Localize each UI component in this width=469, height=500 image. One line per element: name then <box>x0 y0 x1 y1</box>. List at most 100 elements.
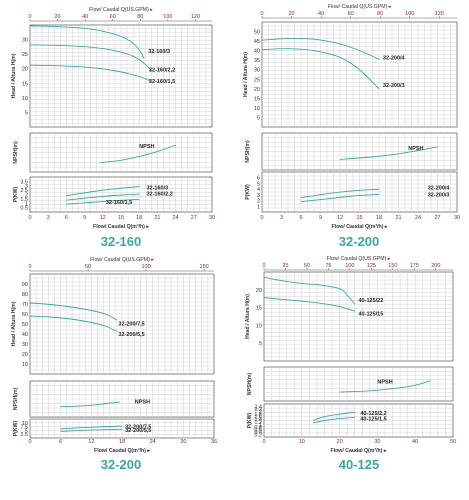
power-plot: 0.511.522.533.5P(KW) 32-160/332-160/2,2 32… <box>13 176 213 213</box>
head-data-point <box>90 28 92 30</box>
power-series-line <box>66 193 140 201</box>
top-axis-tick-label: 100 <box>405 11 414 17</box>
power-data-point <box>312 422 314 424</box>
power-ytick-label: 4 <box>257 187 260 193</box>
top-axis-tick-label: 100 <box>345 263 354 269</box>
x-tick-label: 30 <box>454 215 460 221</box>
head-data-point <box>150 81 152 83</box>
npsh-data-point <box>60 406 62 407</box>
power-ytick-label: 3.5 <box>20 179 28 185</box>
head-data-point <box>90 46 92 48</box>
top-axis-tick-label: 100 <box>141 264 150 270</box>
top-axis-tick-label: 60 <box>110 14 116 20</box>
power-ytick-label: 1.2 <box>254 420 262 426</box>
head-series-label: 32-200/7,5 <box>118 322 144 328</box>
power-ytick-label: 0.6 <box>254 427 262 433</box>
top-axis-tick-label: 80 <box>377 11 383 17</box>
top-flow-axis: 0 25 50 75 100 125 150 175 200 Flow/ Caudal Q(US.… <box>262 256 453 271</box>
power-axis-label: P(KW) <box>13 186 19 202</box>
top-axis-tick-label: 50 <box>304 263 310 269</box>
npsh-data-point <box>437 146 438 148</box>
npsh-series-label: NPSH <box>135 400 150 406</box>
power-data-point <box>80 427 82 429</box>
x-tick-label: 30 <box>180 439 186 445</box>
power-series-line <box>313 416 355 424</box>
npsh-data-point <box>369 390 371 392</box>
npsh-series-label: NPSH <box>377 379 392 385</box>
x-axis-label: Flow/ Caudal Q(m³/h) ▸ <box>93 224 149 230</box>
head-ytick-label: 5 <box>25 110 28 116</box>
head-data-point <box>378 88 380 90</box>
head-ytick-label: 30 <box>22 342 28 348</box>
power-data-point <box>138 198 140 200</box>
chart-title: 32-160 <box>101 234 141 249</box>
head-data-point <box>301 300 303 302</box>
head-data-point <box>106 314 108 315</box>
head-axis-label: Head / Altura H(m) <box>243 52 249 97</box>
head-data-point <box>29 25 31 27</box>
head-ytick-label: 10 <box>256 323 262 329</box>
npsh-data-point <box>391 154 393 156</box>
x-tick-label: 9 <box>83 215 86 221</box>
power-series-line <box>300 188 380 199</box>
npsh-series-label: NPSH <box>139 144 154 150</box>
head-ytick-label: 10 <box>22 96 28 102</box>
chart-title: 32-200 <box>339 234 379 249</box>
power-data-point <box>326 193 328 195</box>
top-axis-label: Flow/ Caudal Q(US.GPM) ▸ <box>90 257 154 263</box>
power-ytick-label: 0.2 <box>254 432 262 438</box>
top-axis-tick-label: 120 <box>435 11 444 17</box>
head-series-label: 32-160/1,5 <box>149 79 175 85</box>
power-ytick-label: 2.5 <box>20 432 28 438</box>
top-axis-tick-label: 80 <box>137 14 143 20</box>
x-tick-label: 21 <box>154 215 160 221</box>
top-axis-tick-label: 40 <box>318 11 324 17</box>
head-data-point <box>59 45 61 46</box>
top-axis-tick-label: 0 <box>28 14 31 20</box>
x-tick-label: 12 <box>88 439 94 445</box>
top-axis-tick-label: 0 <box>260 11 263 17</box>
head-ytick-label: 80 <box>22 292 28 298</box>
npsh-data-point <box>119 401 120 403</box>
head-axis-label: Head / Altura H(m) <box>11 301 17 346</box>
top-axis-tick-label: 50 <box>85 264 91 270</box>
x-tick-label: 12 <box>100 215 106 221</box>
power-series-label: 32-200/7,5 <box>125 425 151 431</box>
head-ytick-label: 35 <box>254 58 260 64</box>
power-ytick-label: 3 <box>25 184 28 190</box>
head-data-point <box>129 40 131 42</box>
bottom-flow-axis: 0 10 20 30 40 50 Flow/ Caudal Q(m³/h) ▸ <box>262 439 456 454</box>
head-data-point <box>287 38 289 39</box>
head-data-point <box>313 38 315 40</box>
head-ytick-label: 5 <box>257 115 260 121</box>
top-axis-tick-label: 25 <box>282 263 288 269</box>
npsh-axis-label: NPSH(m) <box>247 372 253 395</box>
head-data-point <box>138 49 140 51</box>
x-tick-label: 6 <box>299 215 302 221</box>
head-series-line <box>261 38 380 60</box>
top-axis-tick-label: 120 <box>191 14 200 20</box>
power-data-point <box>90 197 92 198</box>
power-ytick-label: 1 <box>257 204 260 210</box>
x-tick-label: 30 <box>374 439 380 445</box>
power-data-point <box>352 190 354 192</box>
head-data-point <box>261 39 263 41</box>
power-data-point <box>138 186 140 187</box>
power-ytick-label: 2 <box>259 410 262 416</box>
x-tick-label: 27 <box>191 215 197 221</box>
top-axis-tick-label: 20 <box>288 11 294 17</box>
npsh-data-point <box>417 150 419 151</box>
power-data-point <box>354 411 356 413</box>
head-data-point <box>282 280 284 282</box>
power-data-point <box>114 188 116 190</box>
head-plot: 5 10 15 20 25 30 35 40 45 50 Head / Altura H(m) 32-… <box>243 21 458 128</box>
x-tick-label: 9 <box>319 215 322 221</box>
x-tick-label: 18 <box>119 439 125 445</box>
npsh-plot: NPSH(m) NPSH <box>245 132 458 171</box>
head-ytick-label: 5 <box>259 341 262 347</box>
x-tick-label: 24 <box>150 439 156 445</box>
power-ytick-label: 3 <box>257 193 260 199</box>
head-ytick-label: 10 <box>22 362 28 368</box>
